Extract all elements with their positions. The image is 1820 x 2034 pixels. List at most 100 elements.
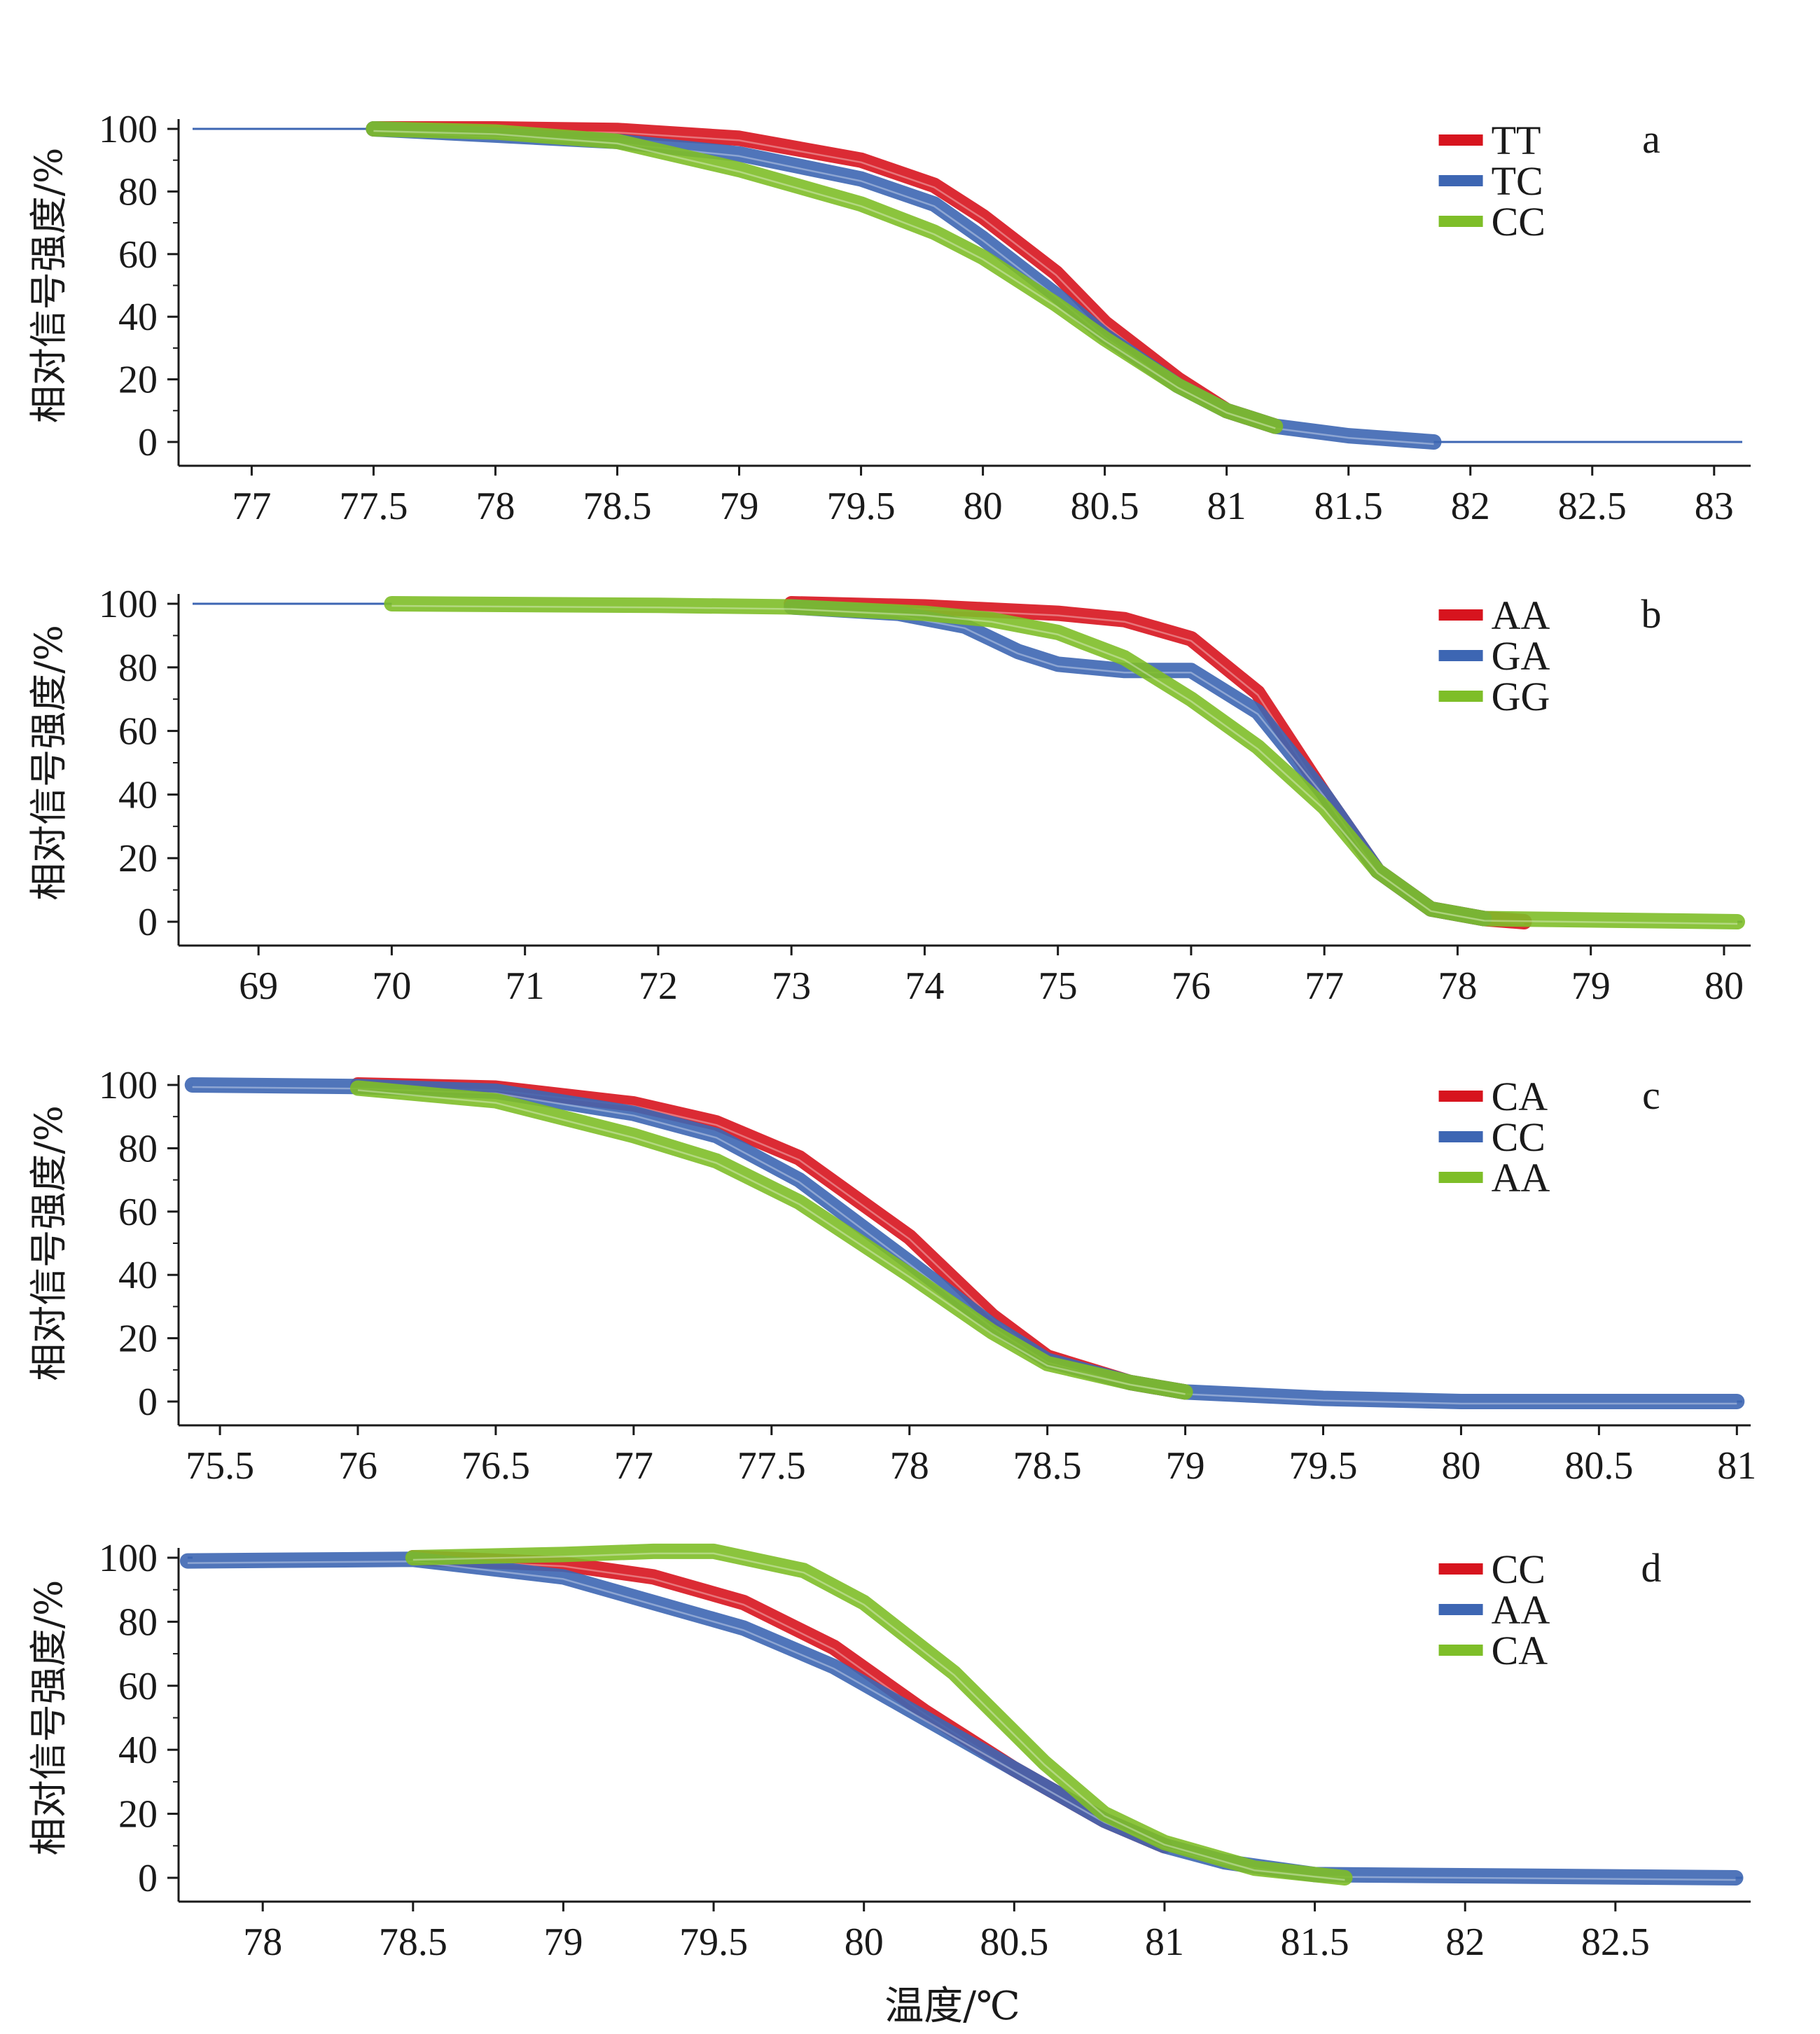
panel-c-x-tick-label: 76.5 [461, 1444, 530, 1488]
panel-d-x-tick-label: 79.5 [679, 1921, 748, 1964]
panel-a-x-tick-label: 78 [475, 485, 515, 528]
panel-a-x-tick-label: 81 [1207, 485, 1246, 528]
panel-d-y-tick-label: 80 [118, 1600, 158, 1644]
panel-c-legend-label-CA: CA [1492, 1074, 1548, 1119]
panel-a-y-tick-label: 100 [99, 108, 158, 151]
panel-a-x-tick-label: 77.5 [339, 485, 408, 528]
panel-d-y-tick-label: 20 [118, 1793, 158, 1836]
panel-c-x-tick-label: 78 [890, 1444, 929, 1488]
panel-b-series-AA-line [784, 596, 1532, 929]
panel-c-y-tick-label: 40 [118, 1254, 158, 1297]
panel-a-x-tick-label: 80.5 [1071, 485, 1139, 528]
panel-c-letter: c [1642, 1072, 1660, 1118]
panel-c-x-tick-label: 80 [1441, 1444, 1480, 1488]
panel-d-y-tick-label: 60 [118, 1665, 158, 1708]
panel-b-x-tick-label: 72 [639, 964, 678, 1008]
panel-b-legend-label-GA: GA [1492, 633, 1550, 679]
panel-a-y-tick-label: 40 [118, 296, 158, 339]
panel-b-x-tick-label: 78 [1438, 964, 1477, 1008]
panel-b-letter: b [1641, 591, 1662, 637]
panel-a-x-tick-label: 77 [232, 485, 271, 528]
panel-a-x-tick-label: 82.5 [1558, 485, 1627, 528]
panel-d-x-tick-label: 78.5 [379, 1921, 447, 1964]
panel-c-legend-label-CC: CC [1492, 1114, 1545, 1160]
panel-c-y-tick-label: 20 [118, 1317, 158, 1361]
x-axis-title: 温度/℃ [884, 1984, 1020, 2029]
panel-c-x-tick-label: 78.5 [1013, 1444, 1082, 1488]
panel-b-x-tick-label: 76 [1172, 964, 1211, 1008]
panel-d-legend-label-CA: CA [1492, 1628, 1548, 1673]
panel-d-legend-label-CC: CC [1492, 1547, 1545, 1592]
panel-b-series-GG-line [384, 596, 1745, 929]
panel-c-series-AA-highlight [357, 1089, 1186, 1395]
panel-c-y-tick-label: 100 [99, 1064, 158, 1107]
panel-d-x-tick-label: 81 [1145, 1921, 1184, 1964]
panel-c-legend-label-AA: AA [1492, 1155, 1550, 1201]
panel-b-x-tick-label: 69 [239, 964, 278, 1008]
panel-b-y-tick-label: 40 [118, 773, 158, 817]
panel-c: 75.5 76 76.5 77 77.5 78 78.5 79 79.5 80 80.5 81 0 20 4… [27, 1064, 1756, 1488]
panel-b-x-tick-label: 71 [506, 964, 545, 1008]
panel-d-series-CC-highlight [412, 1558, 1165, 1849]
panel-c-x-tick-label: 81 [1717, 1444, 1756, 1488]
panel-d-letter: d [1641, 1545, 1662, 1591]
panel-b-y-axis-title: 相对信号强度/% [27, 625, 71, 901]
panel-a-y-tick-label: 0 [138, 421, 158, 464]
panel-a-y-tick-label: 20 [118, 359, 158, 402]
panel-a-x-tick-label: 83 [1695, 485, 1734, 528]
panel-c-y-tick-label: 80 [118, 1127, 158, 1170]
panel-c-series-CA-line [350, 1077, 1193, 1400]
panel-d-x-tick-label: 79 [543, 1921, 583, 1964]
panel-d-series-CA-highlight [412, 1552, 1345, 1881]
panel-a: 77 77.5 78 78.5 79 79.5 80 80.5 81 81.5 82 82.5 83 0 2… [27, 108, 1751, 528]
panel-b-y-tick-label: 80 [118, 646, 158, 690]
panel-a-series-CC-highlight [373, 130, 1276, 429]
panel-a-y-tick-label: 60 [118, 233, 158, 277]
panel-a-x-tick-label: 80 [964, 485, 1003, 528]
panel-d-x-tick-label: 78 [243, 1921, 282, 1964]
panel-c-x-tick-label: 80.5 [1564, 1444, 1633, 1488]
panel-c-x-tick-label: 77 [614, 1444, 653, 1488]
panel-c-x-tick-label: 77.5 [737, 1444, 806, 1488]
panel-a-x-tick-label: 82 [1451, 485, 1490, 528]
panel-b-x-tick-label: 79 [1571, 964, 1611, 1008]
panel-c-y-tick-label: 0 [138, 1381, 158, 1424]
panel-a-x-tick-label: 79.5 [827, 485, 896, 528]
panel-a-series-CC-line [366, 121, 1284, 434]
panel-a-letter: a [1642, 116, 1660, 162]
panel-d-y-axis-title: 相对信号强度/% [27, 1580, 71, 1856]
panel-a-y-tick-label: 80 [118, 170, 158, 214]
panel-b-y-tick-label: 0 [138, 901, 158, 944]
panel-c-x-tick-label: 79 [1166, 1444, 1205, 1488]
panel-c-y-tick-label: 60 [118, 1191, 158, 1234]
panel-c-x-tick-label: 79.5 [1289, 1444, 1358, 1488]
panel-b-y-tick-label: 100 [99, 583, 158, 626]
panel-b-legend-label-AA: AA [1492, 593, 1550, 638]
panel-c-x-tick-label: 75.5 [186, 1444, 254, 1488]
panel-d-series-CA-line [405, 1543, 1353, 1886]
panel-b-x-tick-label: 70 [372, 964, 411, 1008]
panel-b-y-tick-label: 20 [118, 837, 158, 880]
panel-b-legend-label-GG: GG [1492, 674, 1550, 719]
panel-a-legend-label-TT: TT [1492, 118, 1541, 163]
panel-d: 78 78.5 79 79.5 80 80.5 81 81.5 82 82.5 0 20 40 60 80 1… [27, 1537, 1751, 1964]
panel-d-x-tick-label: 80.5 [980, 1921, 1048, 1964]
panel-a-legend-label-CC: CC [1492, 199, 1545, 244]
panel-b: 69 70 71 72 73 74 75 76 77 78 79 80 0 20 40 60 80 100 相对信号… [27, 583, 1751, 1008]
panel-c-series-CC-line [184, 1077, 1745, 1409]
panel-a-x-tick-label: 81.5 [1314, 485, 1383, 528]
panel-a-x-tick-label: 78.5 [583, 485, 652, 528]
panel-b-series-AA-highlight [791, 604, 1524, 925]
panel-d-x-tick-label: 81.5 [1281, 1921, 1349, 1964]
panel-b-x-tick-label: 80 [1704, 964, 1744, 1008]
panel-d-series-CC-line [405, 1550, 1172, 1854]
panel-d-x-tick-label: 82.5 [1581, 1921, 1650, 1964]
panel-c-series-AA-line [350, 1080, 1193, 1400]
panel-d-x-tick-label: 80 [845, 1921, 884, 1964]
panel-d-legend-label-AA: AA [1492, 1587, 1550, 1633]
panel-a-y-axis-title: 相对信号强度/% [27, 148, 71, 424]
panel-c-series-CA-highlight [357, 1086, 1186, 1395]
panel-d-y-tick-label: 40 [118, 1729, 158, 1772]
panel-b-x-tick-label: 77 [1305, 964, 1344, 1008]
